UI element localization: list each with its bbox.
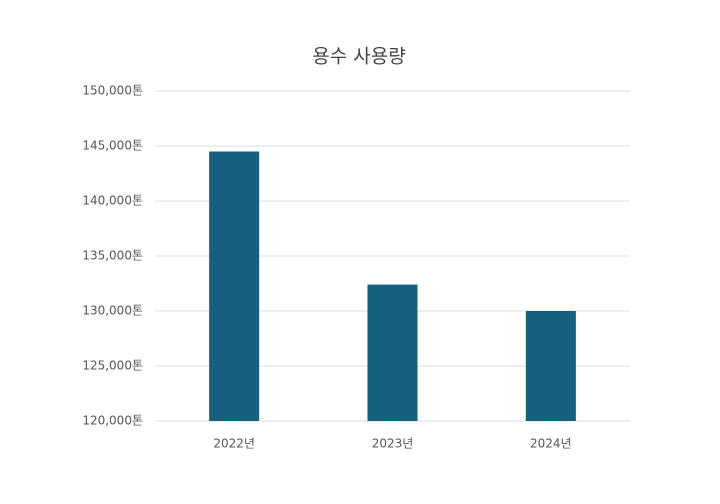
y-tick-label: 150,000톤 [82, 84, 143, 98]
y-tick-label: 135,000톤 [82, 249, 143, 263]
x-tick-label: 2023년 [372, 437, 414, 451]
x-tick-label: 2024년 [530, 437, 572, 451]
y-tick-label: 140,000톤 [82, 194, 143, 208]
y-tick-label: 130,000톤 [82, 304, 143, 318]
bar [209, 151, 260, 421]
bar [367, 284, 418, 421]
chart-title: 용수 사용량 [312, 46, 405, 68]
x-tick-label: 2022년 [213, 437, 255, 451]
y-tick-label: 120,000톤 [82, 414, 143, 428]
y-tick-label: 125,000톤 [82, 359, 143, 373]
y-tick-label: 145,000톤 [82, 139, 143, 153]
bar [525, 311, 576, 421]
